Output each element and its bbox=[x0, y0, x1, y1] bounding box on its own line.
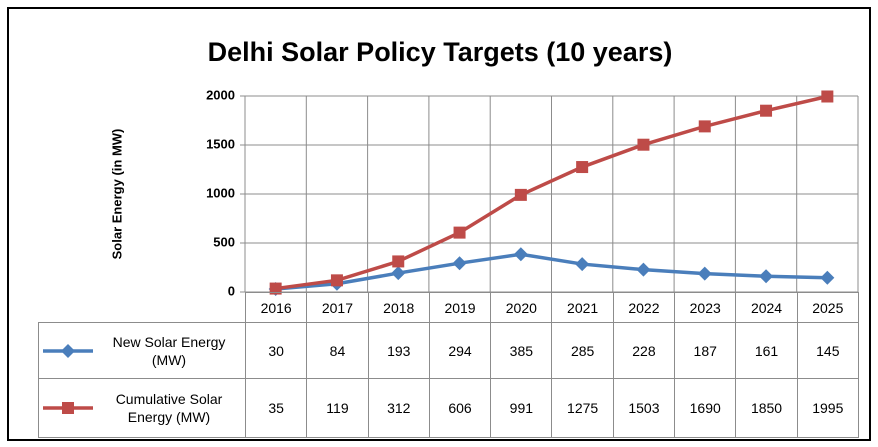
table-value: 145 bbox=[796, 322, 859, 379]
legend-symbol bbox=[43, 343, 93, 358]
table-value: 1690 bbox=[674, 378, 737, 438]
marker bbox=[330, 274, 343, 287]
table-value: 991 bbox=[490, 378, 553, 438]
table-value: 606 bbox=[428, 378, 492, 438]
table-value: 161 bbox=[735, 322, 798, 379]
table-value: 35 bbox=[244, 378, 308, 438]
marker bbox=[514, 188, 527, 201]
series-line bbox=[275, 94, 828, 291]
legend-label: New Solar Energy (MW) bbox=[112, 333, 226, 368]
table-value: 119 bbox=[306, 378, 369, 438]
marker bbox=[269, 282, 282, 295]
table-value: 30 bbox=[244, 322, 308, 379]
marker bbox=[453, 226, 466, 239]
marker bbox=[575, 257, 590, 272]
chart-title: Delhi Solar Policy Targets (10 years) bbox=[208, 37, 673, 67]
legend-symbol bbox=[43, 402, 93, 414]
marker bbox=[637, 138, 650, 151]
x-tick-label: 2016 bbox=[244, 292, 308, 323]
series-line bbox=[275, 252, 828, 291]
table-row: Cumulative Solar Energy (MW) 35 119 312 606 9… bbox=[38, 378, 859, 438]
table-row: 2016 2017 2018 2019 2020 2021 2022 2023 2024 2025 bbox=[38, 292, 859, 323]
y-tick-label: 500 bbox=[213, 234, 235, 249]
x-tick-label: 2022 bbox=[612, 292, 676, 323]
table-value: 187 bbox=[674, 322, 737, 379]
table-value: 285 bbox=[551, 322, 614, 379]
y-tick-label: 2000 bbox=[206, 87, 235, 102]
data-table: 2016 2017 2018 2019 2020 2021 2022 2023 2024 2025… bbox=[38, 292, 859, 438]
table-value: 1275 bbox=[551, 378, 614, 438]
x-tick-label: 2020 bbox=[490, 292, 553, 323]
marker bbox=[760, 104, 773, 117]
x-tick-label: 2021 bbox=[551, 292, 614, 323]
marker bbox=[391, 266, 406, 281]
legend-label: Cumulative Solar Energy (MW) bbox=[115, 391, 223, 425]
table-value: 193 bbox=[367, 322, 430, 379]
table-value: 294 bbox=[428, 322, 492, 379]
marker bbox=[513, 247, 528, 262]
table-value: 84 bbox=[306, 322, 369, 379]
legend-key: Cumulative Solar Energy (MW) bbox=[39, 390, 245, 426]
legend-entry: Cumulative Solar Energy (MW) bbox=[38, 378, 246, 438]
marker bbox=[698, 120, 711, 133]
y-axis-label: Solar Energy (in MW) bbox=[109, 129, 124, 260]
y-tick-label: 0 bbox=[228, 283, 235, 298]
marker bbox=[821, 90, 834, 103]
marker bbox=[392, 255, 405, 268]
marker bbox=[452, 256, 467, 271]
table-value: 312 bbox=[367, 378, 430, 438]
table-value: 385 bbox=[490, 322, 553, 379]
x-tick-label: 2023 bbox=[674, 292, 737, 323]
blank-cell bbox=[38, 292, 246, 323]
marker bbox=[697, 266, 712, 281]
x-tick-label: 2024 bbox=[735, 292, 798, 323]
x-tick-label: 2025 bbox=[796, 292, 859, 323]
table-value: 1503 bbox=[612, 378, 676, 438]
table-row: New Solar Energy (MW) 30 84 193 294 385 285 228… bbox=[38, 322, 859, 379]
x-tick-label: 2019 bbox=[428, 292, 492, 323]
legend-marker bbox=[62, 402, 74, 414]
marker bbox=[759, 269, 774, 284]
legend-marker bbox=[61, 343, 75, 358]
y-tick-label: 1000 bbox=[206, 185, 235, 200]
table-value: 228 bbox=[612, 322, 676, 379]
y-tick-label: 1500 bbox=[206, 136, 235, 151]
legend-entry: New Solar Energy (MW) bbox=[38, 322, 246, 379]
x-tick-label: 2017 bbox=[306, 292, 369, 323]
marker bbox=[576, 161, 589, 174]
marker bbox=[820, 270, 835, 285]
x-tick-label: 2018 bbox=[367, 292, 430, 323]
table-value: 1850 bbox=[735, 378, 798, 438]
marker bbox=[636, 262, 651, 277]
legend-key: New Solar Energy (MW) bbox=[39, 333, 245, 369]
table-value: 1995 bbox=[796, 378, 859, 438]
